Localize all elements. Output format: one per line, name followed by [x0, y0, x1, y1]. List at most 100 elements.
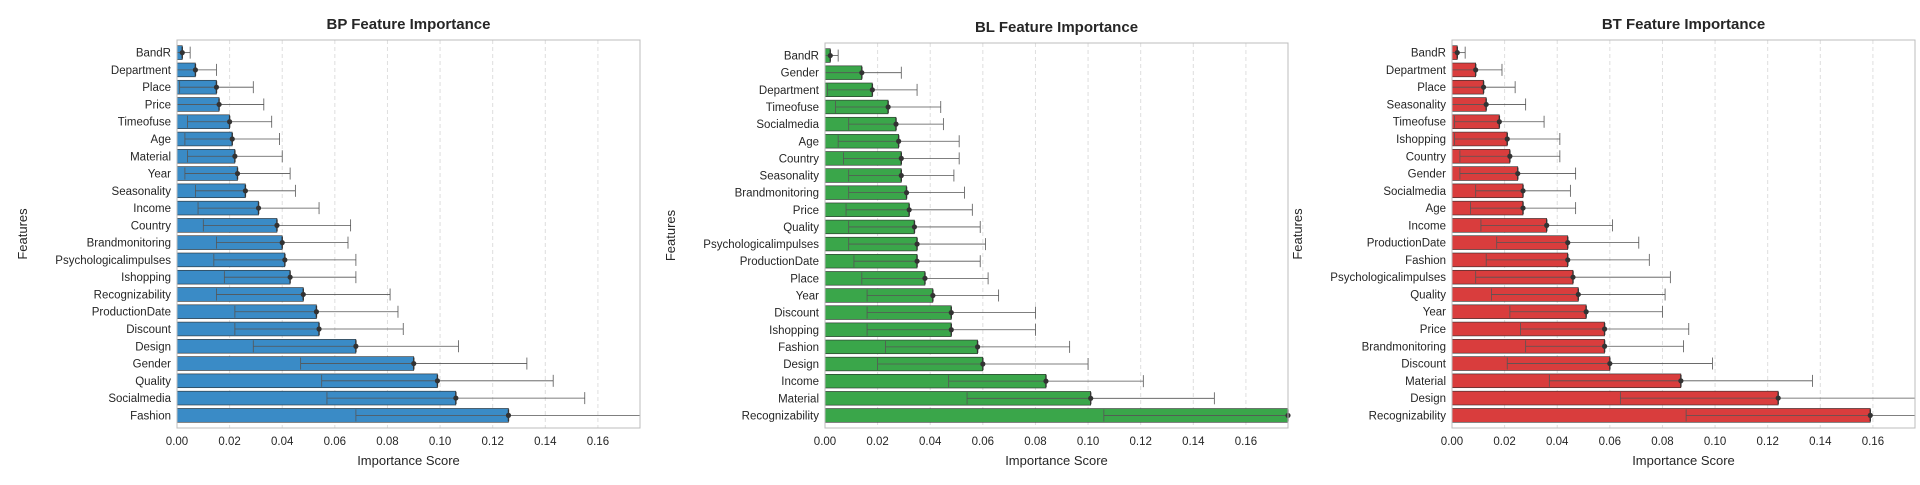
y-axis-label: Features — [1290, 208, 1305, 260]
x-tick-label: 0.08 — [1024, 436, 1046, 448]
x-axis-label: Importance Score — [357, 453, 460, 468]
y-tick-label: Income — [1408, 220, 1446, 232]
chart-panel-2: 0.00 0.02 0.04 0.06 0.08 0.10 0.12 0.14 0.16 Band… — [663, 19, 1291, 468]
x-tick-label: 0.02 — [218, 436, 240, 448]
x-tick-label: 0.10 — [429, 436, 451, 448]
y-tick-label: Place — [790, 273, 819, 285]
y-tick-label: Seasonality — [760, 171, 820, 183]
y-tick-label: Timeofuse — [1393, 117, 1446, 129]
y-tick-label: Psychologicalimpulses — [55, 255, 171, 267]
y-tick-label: Design — [1410, 393, 1446, 405]
y-tick-label: Year — [796, 290, 819, 302]
x-tick-label: 0.02 — [866, 436, 888, 448]
y-tick-label: Price — [145, 99, 171, 111]
plot-frame — [176, 39, 641, 429]
y-tick-label: Year — [1423, 307, 1446, 319]
chart-title: BP Feature Importance — [327, 16, 491, 33]
y-tick-label: Socialmedia — [756, 119, 819, 131]
y-tick-label: BandR — [136, 48, 171, 60]
y-tick-label: Ishopping — [1396, 134, 1446, 146]
y-axis-label: Features — [15, 208, 30, 260]
y-tick-label: Brandmonitoring — [1362, 341, 1446, 353]
x-tick-label: 0.06 — [324, 436, 346, 448]
x-tick-label: 0.04 — [271, 436, 294, 448]
bars — [824, 48, 1291, 423]
x-axis-label: Importance Score — [1005, 453, 1108, 468]
bars — [176, 45, 640, 423]
y-tick-label: Gender — [1408, 169, 1447, 181]
x-tick-label: 0.08 — [376, 436, 398, 448]
y-tick-label: Socialmedia — [1383, 186, 1446, 198]
y-axis-label: Features — [663, 209, 678, 261]
y-tick-label: Recognizability — [742, 410, 820, 422]
y-tick-label: Fashion — [778, 342, 819, 354]
x-tick-label: 0.04 — [919, 436, 942, 448]
x-tick-label: 0.06 — [1599, 436, 1621, 448]
y-tick-label: Department — [111, 65, 172, 77]
y-tick-label: Material — [1405, 376, 1446, 388]
y-tick-label: Recognizability — [1369, 410, 1447, 422]
x-tick-label: 0.02 — [1493, 436, 1515, 448]
y-tick-label: Material — [778, 393, 819, 405]
y-tick-label: Fashion — [130, 410, 171, 422]
y-tick-label: Recognizability — [94, 289, 172, 301]
y-tick-label: Quality — [783, 222, 819, 234]
y-tick-label: Quality — [1410, 289, 1446, 301]
x-tick-label: 0.00 — [166, 436, 188, 448]
y-tick-label: Age — [151, 134, 171, 146]
chart-title: BL Feature Importance — [975, 19, 1138, 36]
x-tick-label: 0.14 — [1182, 436, 1205, 448]
y-tick-label: Year — [148, 169, 171, 181]
y-tick-label: Design — [135, 341, 171, 353]
y-tick-label: Country — [1406, 151, 1447, 163]
x-tick-label: 0.16 — [1235, 436, 1257, 448]
y-tick-label: Ishopping — [769, 325, 819, 337]
y-tick-label: Socialmedia — [108, 393, 171, 405]
x-tick-label: 0.16 — [587, 436, 609, 448]
y-tick-label: Discount — [1401, 359, 1447, 371]
x-tick-label: 0.06 — [972, 436, 994, 448]
y-tick-label: Gender — [781, 68, 820, 80]
y-tick-label: Brandmonitoring — [87, 238, 171, 250]
y-tick-label: Psychologicalimpulses — [1330, 272, 1446, 284]
chart-title: BT Feature Importance — [1602, 16, 1765, 33]
y-tick-label: ProductionDate — [740, 256, 819, 268]
y-tick-label: Quality — [135, 376, 171, 388]
y-tick-label: Country — [779, 153, 820, 165]
y-tick-label: Seasonality — [112, 186, 172, 198]
x-tick-label: 0.14 — [1809, 436, 1832, 448]
x-tick-label: 0.12 — [1756, 436, 1778, 448]
y-tick-label: Discount — [774, 308, 820, 320]
y-tick-label: Age — [799, 136, 819, 148]
plot-frame — [824, 42, 1289, 429]
x-axis-label: Importance Score — [1632, 453, 1735, 468]
y-tick-label: ProductionDate — [92, 307, 171, 319]
y-tick-label: Fashion — [1405, 255, 1446, 267]
x-tick-label: 0.00 — [1441, 436, 1463, 448]
y-tick-label: Timeofuse — [118, 117, 171, 129]
y-tick-label: Country — [131, 220, 172, 232]
x-tick-label: 0.12 — [481, 436, 503, 448]
y-tick-label: Brandmonitoring — [735, 188, 819, 200]
x-tick-label: 0.12 — [1129, 436, 1151, 448]
y-tick-label: Seasonality — [1387, 99, 1447, 111]
x-tick-label: 0.04 — [1546, 436, 1569, 448]
y-tick-label: Timeofuse — [766, 102, 819, 114]
y-tick-label: Department — [759, 85, 820, 97]
y-tick-label: Place — [142, 82, 171, 94]
y-tick-label: Price — [793, 205, 819, 217]
chart-panel-1: 0.00 0.02 0.04 0.06 0.08 0.10 0.12 0.14 0.16 Band… — [15, 16, 641, 468]
x-tick-label: 0.08 — [1651, 436, 1673, 448]
y-tick-label: BandR — [1411, 48, 1446, 60]
y-tick-label: Gender — [133, 359, 172, 371]
y-tick-label: Ishopping — [121, 272, 171, 284]
y-tick-label: BandR — [784, 51, 819, 63]
y-tick-label: Income — [133, 203, 171, 215]
bars — [1451, 45, 1915, 423]
y-tick-label: Age — [1426, 203, 1446, 215]
y-tick-label: Material — [130, 151, 171, 163]
plot-frame — [1451, 39, 1916, 429]
y-tick-label: Income — [781, 376, 819, 388]
x-tick-label: 0.00 — [814, 436, 836, 448]
